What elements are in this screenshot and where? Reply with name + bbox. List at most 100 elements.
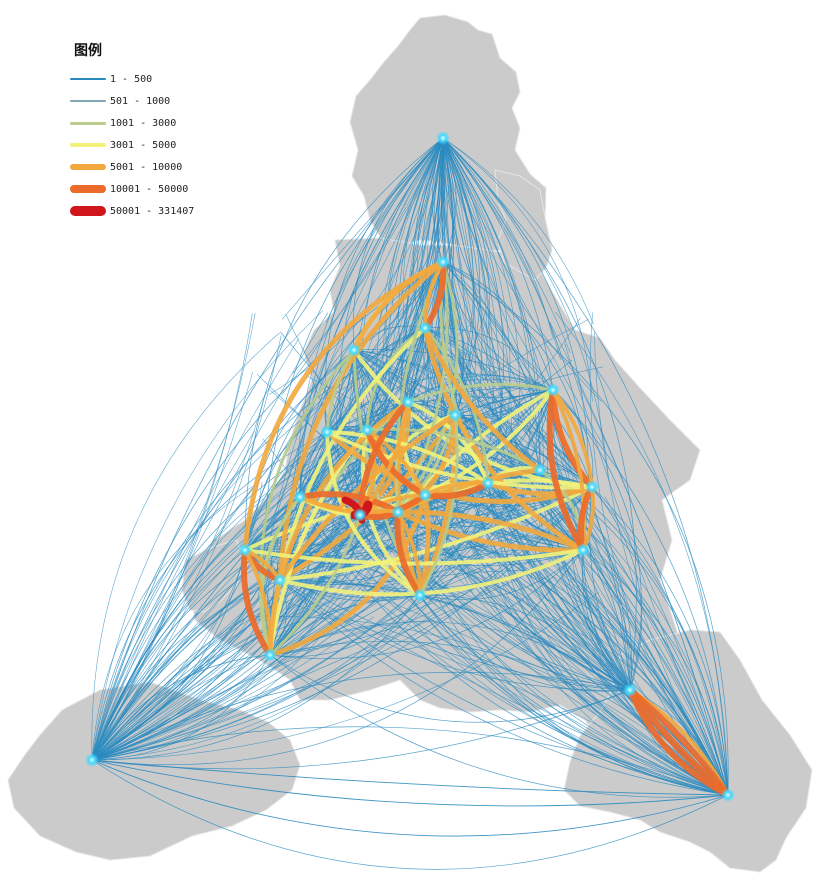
flow-line <box>244 137 444 551</box>
city-node <box>436 255 450 269</box>
flow-line <box>586 518 729 796</box>
flow-line <box>502 584 729 796</box>
flow-line <box>442 137 729 796</box>
flow-line <box>91 312 328 761</box>
flow-line <box>442 137 511 550</box>
city-node <box>533 463 547 477</box>
flow-line <box>442 261 584 551</box>
legend-item: 1 - 500 <box>70 68 270 90</box>
flow-line <box>442 434 729 796</box>
flow-line <box>442 137 593 402</box>
flow-line <box>91 481 263 761</box>
legend-item: 10001 - 50000 <box>70 178 270 200</box>
flow-line <box>443 341 729 796</box>
legend-swatch <box>70 78 106 80</box>
flow-line <box>267 492 428 658</box>
flow-line <box>546 387 586 553</box>
flow-line <box>244 549 631 691</box>
legend-item: 1001 - 3000 <box>70 112 270 134</box>
flow-line <box>240 547 273 658</box>
flow-line <box>91 332 442 761</box>
flow-line <box>394 509 423 598</box>
flow-line <box>254 616 729 796</box>
flow-lines <box>91 137 732 870</box>
flow-line <box>397 327 430 513</box>
legend-item: 5001 - 10000 <box>70 156 270 178</box>
flow-line <box>442 137 484 434</box>
flow-line <box>91 616 374 761</box>
flow-line <box>564 343 729 796</box>
flow-line <box>488 321 729 796</box>
flow-line <box>261 594 729 796</box>
flow-line <box>91 759 729 870</box>
city-node <box>347 343 361 357</box>
flow-line <box>551 388 587 552</box>
flow-line <box>306 543 729 796</box>
flow-line <box>91 520 559 761</box>
flow-line <box>91 573 516 761</box>
flow-line <box>91 759 729 807</box>
flow-line <box>91 522 581 761</box>
city-node <box>273 573 287 587</box>
flow-line <box>442 261 729 796</box>
flow-line <box>626 686 732 799</box>
flow-line <box>417 137 449 301</box>
flow-line <box>424 137 475 496</box>
flow-line <box>91 620 434 761</box>
legend-item: 3001 - 5000 <box>70 134 270 156</box>
flow-line <box>299 327 426 498</box>
flow-line <box>487 482 631 691</box>
flow-line <box>91 332 280 761</box>
flow-line <box>591 486 729 796</box>
flow-line <box>91 484 256 761</box>
city-node <box>448 408 462 422</box>
flow-line <box>279 349 359 581</box>
city-node <box>721 788 735 802</box>
city-node <box>546 383 560 397</box>
flow-line <box>402 137 444 344</box>
flow-line <box>502 544 729 796</box>
flow-line <box>396 260 449 514</box>
flow-line <box>422 325 543 473</box>
flow-line <box>91 507 436 761</box>
flow-line <box>91 463 307 761</box>
flow-line <box>91 447 390 761</box>
city-node <box>436 131 450 145</box>
flow-line <box>290 137 444 504</box>
flow-line <box>442 137 554 392</box>
flow-line <box>406 382 555 404</box>
flow-line <box>242 259 446 553</box>
region-east-strip <box>494 169 553 281</box>
flow-line <box>492 502 729 796</box>
flow-line <box>91 321 474 761</box>
flow-line <box>281 137 444 320</box>
flow-line <box>552 389 642 691</box>
flow-line <box>91 496 301 761</box>
legend-swatch <box>70 164 106 170</box>
flow-line <box>395 509 586 553</box>
region-southwest <box>7 681 301 861</box>
legend-label: 5001 - 10000 <box>110 161 183 173</box>
flow-line <box>311 378 729 796</box>
flow-line <box>299 327 426 498</box>
flow-line <box>269 594 421 657</box>
city-node <box>360 423 374 437</box>
flow-line <box>549 322 729 796</box>
flow-line <box>419 486 593 596</box>
legend-label: 3001 - 5000 <box>110 139 177 151</box>
flow-line <box>551 388 594 489</box>
flow-line <box>278 548 585 597</box>
flow-line <box>91 726 729 796</box>
city-node <box>418 488 432 502</box>
flow-line <box>353 349 456 416</box>
flow-line <box>437 137 584 551</box>
legend: 图例 1 - 500 501 - 1000 1001 - 3000 3001 - 50… <box>70 40 270 222</box>
flow-line <box>452 605 729 796</box>
city-node <box>585 480 599 494</box>
flow-line <box>91 759 729 796</box>
flow-line <box>91 433 304 761</box>
legend-rows: 1 - 500 501 - 1000 1001 - 3000 3001 - 5000 5… <box>70 68 270 222</box>
flow-line <box>589 312 729 796</box>
flow-line <box>277 259 446 583</box>
